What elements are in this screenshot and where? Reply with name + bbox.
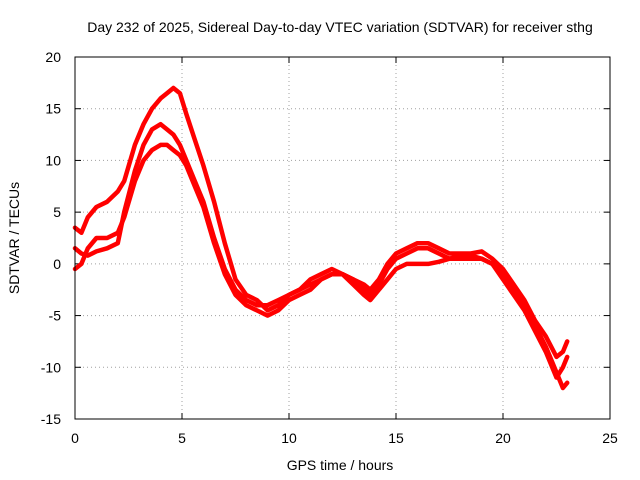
y-tick-label: 20 (45, 49, 61, 65)
y-tick-label: 5 (53, 204, 61, 220)
x-tick-label: 0 (71, 430, 79, 446)
y-axis-label: SDTVAR / TECUs (6, 182, 22, 294)
x-tick-label: 10 (281, 430, 297, 446)
series-group (72, 85, 570, 391)
series-line-trace-b (72, 85, 570, 360)
series-line-trace-a (72, 121, 570, 391)
x-tick-label: 20 (495, 430, 511, 446)
series-line-trace-c (72, 142, 570, 380)
y-tick-label: 15 (45, 101, 61, 117)
x-tick-label: 15 (388, 430, 404, 446)
y-tick-label: 0 (53, 256, 61, 272)
plot-frame (74, 56, 611, 420)
y-tick-label: -10 (41, 359, 61, 375)
x-axis-label: GPS time / hours (287, 457, 394, 473)
x-tick-label: 5 (178, 430, 186, 446)
y-tick-label: -15 (41, 411, 61, 427)
x-tick-label: 25 (602, 430, 618, 446)
y-tick-label: -5 (49, 308, 62, 324)
grid (75, 57, 610, 419)
chart-title: Day 232 of 2025, Sidereal Day-to-day VTE… (87, 19, 593, 35)
y-tick-label: 10 (45, 152, 61, 168)
